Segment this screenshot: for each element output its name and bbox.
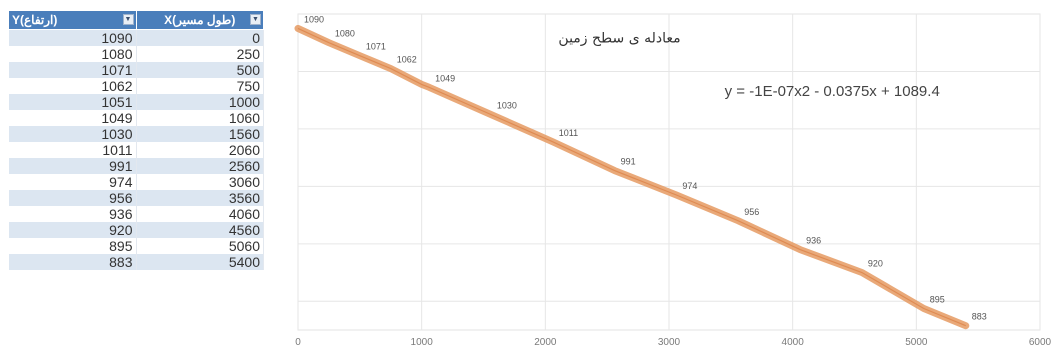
table-body: 1090 0 1080 250 1071 500 1062 750 1051 1000 1049 10… bbox=[8, 29, 264, 270]
chart-svg: 0 1000 2000 3000 4000 5000 6000 1090 1080 1071 106… bbox=[294, 13, 1052, 348]
cell-x[interactable]: 1000 bbox=[136, 94, 264, 110]
cell-x[interactable]: 3560 bbox=[136, 190, 264, 206]
chart-title: معادله ی سطح زمین bbox=[558, 31, 680, 47]
filter-dropdown-icon[interactable]: ▼ bbox=[250, 14, 261, 25]
data-label: 920 bbox=[868, 259, 883, 269]
cell-y[interactable]: 895 bbox=[8, 238, 137, 254]
data-label: 1062 bbox=[397, 55, 417, 65]
cell-x[interactable]: 1560 bbox=[136, 126, 264, 142]
table-row: 974 3060 bbox=[8, 174, 264, 190]
table-row: 956 3560 bbox=[8, 190, 264, 206]
data-label: 1090 bbox=[304, 14, 324, 24]
x-tick-label: 6000 bbox=[1029, 337, 1052, 348]
table-row: 1090 0 bbox=[8, 29, 264, 46]
cell-y[interactable]: 1049 bbox=[8, 110, 137, 126]
data-label: 956 bbox=[744, 207, 759, 217]
table-row: 1051 1000 bbox=[8, 94, 264, 110]
data-label: 1080 bbox=[335, 29, 355, 39]
cell-x[interactable]: 1060 bbox=[136, 110, 264, 126]
table-row: 991 2560 bbox=[8, 158, 264, 174]
cell-y[interactable]: 920 bbox=[8, 222, 137, 238]
table-row: 883 5400 bbox=[8, 254, 264, 270]
data-label: 1071 bbox=[366, 42, 386, 52]
cell-x[interactable]: 500 bbox=[136, 62, 264, 78]
filter-dropdown-icon[interactable]: ▼ bbox=[122, 14, 134, 25]
x-tick-label: 0 bbox=[295, 337, 301, 348]
cell-y[interactable]: 991 bbox=[8, 158, 137, 174]
cell-y[interactable]: 1011 bbox=[8, 142, 137, 158]
data-label: 895 bbox=[930, 294, 945, 304]
cell-x[interactable]: 5400 bbox=[136, 254, 264, 270]
data-table: (ارتفاع)Y ▼ (طول مسیر)X ▼ 1090 0 1080 250 10… bbox=[8, 10, 264, 270]
column-header-y[interactable]: (ارتفاع)Y ▼ bbox=[8, 10, 137, 30]
cell-y[interactable]: 1090 bbox=[8, 29, 137, 46]
cell-x[interactable]: 750 bbox=[136, 78, 264, 94]
data-label: 991 bbox=[621, 157, 636, 167]
cell-x[interactable]: 250 bbox=[136, 46, 264, 62]
x-tick-label: 3000 bbox=[658, 337, 681, 348]
data-label: 1030 bbox=[497, 101, 517, 111]
column-header-y-label: (ارتفاع)Y bbox=[12, 13, 58, 28]
column-header-x[interactable]: (طول مسیر)X ▼ bbox=[135, 10, 264, 30]
cell-x[interactable]: 2560 bbox=[136, 158, 264, 174]
trendline bbox=[297, 27, 967, 327]
cell-y[interactable]: 1071 bbox=[8, 62, 137, 78]
cell-y[interactable]: 1030 bbox=[8, 126, 137, 142]
cell-y[interactable]: 1051 bbox=[8, 94, 137, 110]
cell-y[interactable]: 936 bbox=[8, 206, 137, 222]
table-row: 1071 500 bbox=[8, 62, 264, 78]
cell-y[interactable]: 974 bbox=[8, 174, 137, 190]
data-label: 974 bbox=[682, 181, 697, 191]
cell-y[interactable]: 883 bbox=[8, 254, 137, 270]
cell-x[interactable]: 5060 bbox=[136, 238, 264, 254]
data-label: 883 bbox=[972, 312, 987, 322]
table-row: 1011 2060 bbox=[8, 142, 264, 158]
data-label: 936 bbox=[806, 236, 821, 246]
cell-x[interactable]: 4560 bbox=[136, 222, 264, 238]
table-row: 920 4560 bbox=[8, 222, 264, 238]
x-tick-label: 2000 bbox=[534, 337, 557, 348]
trendline-equation: y = -1E-07x2 - 0.0375x + 1089.4 bbox=[725, 83, 940, 100]
table-row: 1030 1560 bbox=[8, 126, 264, 142]
cell-y[interactable]: 956 bbox=[8, 190, 137, 206]
chart-area: 0 1000 2000 3000 4000 5000 6000 1090 1080 1071 106… bbox=[270, 0, 1059, 354]
cell-x[interactable]: 2060 bbox=[136, 142, 264, 158]
table-header-row: (ارتفاع)Y ▼ (طول مسیر)X ▼ bbox=[8, 10, 264, 30]
cell-y[interactable]: 1062 bbox=[8, 78, 137, 94]
data-label: 1049 bbox=[435, 73, 455, 83]
x-tick-label: 5000 bbox=[905, 337, 928, 348]
cell-x[interactable]: 4060 bbox=[136, 206, 264, 222]
cell-y[interactable]: 1080 bbox=[8, 46, 137, 62]
table-row: 1049 1060 bbox=[8, 110, 264, 126]
cell-x[interactable]: 0 bbox=[136, 29, 264, 46]
table-row: 895 5060 bbox=[8, 238, 264, 254]
column-header-x-label: (طول مسیر)X bbox=[164, 13, 236, 28]
cell-x[interactable]: 3060 bbox=[136, 174, 264, 190]
x-tick-label: 1000 bbox=[411, 337, 434, 348]
x-tick-label: 4000 bbox=[782, 337, 805, 348]
table-row: 1062 750 bbox=[8, 78, 264, 94]
table-row: 1080 250 bbox=[8, 46, 264, 62]
data-label: 1011 bbox=[559, 128, 578, 138]
table-row: 936 4060 bbox=[8, 206, 264, 222]
